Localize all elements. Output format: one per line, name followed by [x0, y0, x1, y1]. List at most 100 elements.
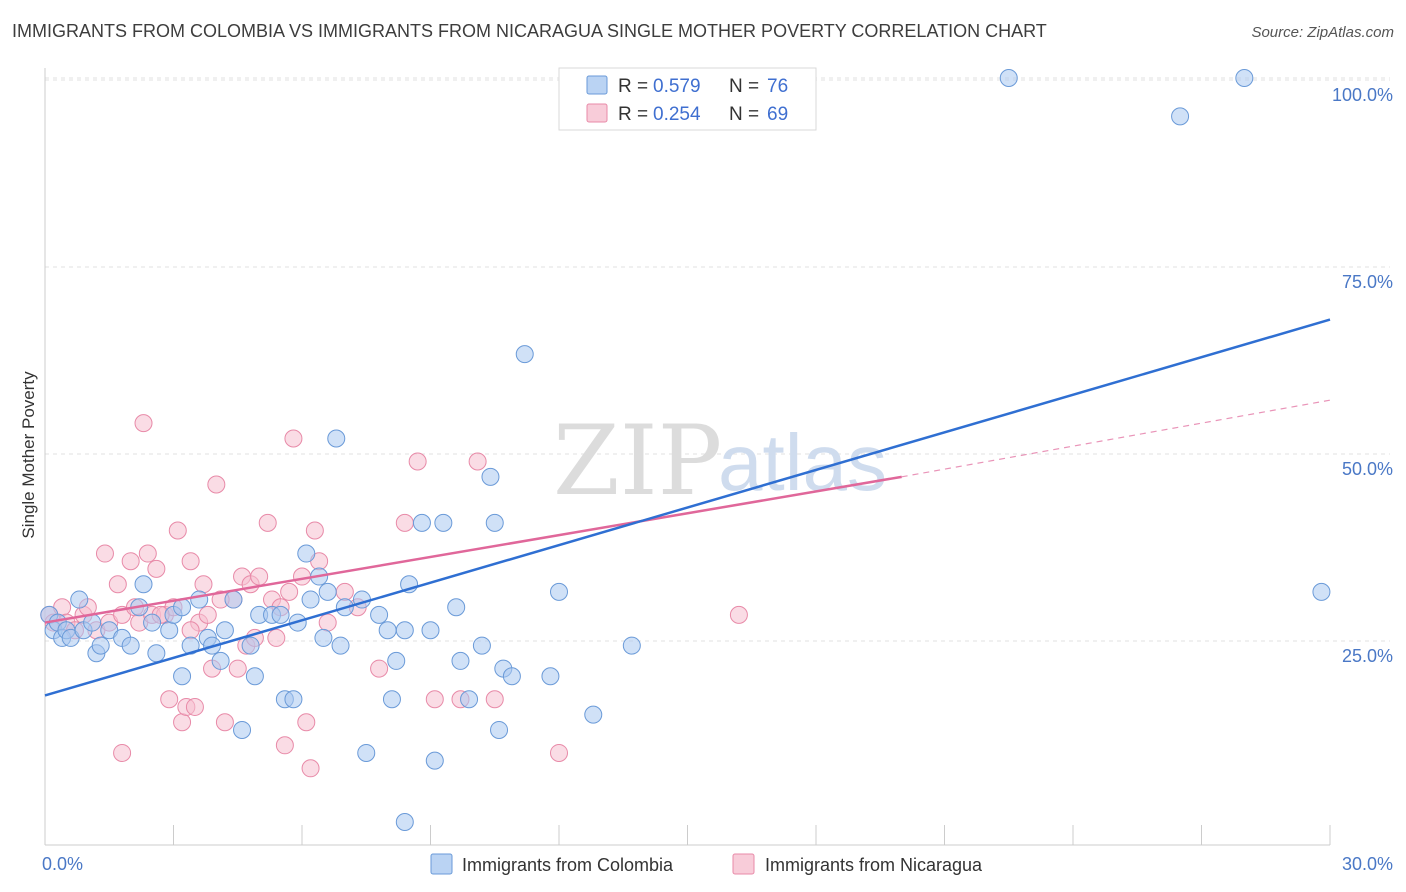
nicaragua-point-10: [108, 575, 127, 594]
nicaragua-point-62: [113, 743, 132, 762]
legend-r-label-colombia: R =: [618, 76, 648, 97]
nicaragua-point-44: [280, 582, 299, 601]
chart-title: IMMIGRANTS FROM COLOMBIA VS IMMIGRANTS F…: [12, 21, 1047, 41]
nicaragua-point-40: [258, 513, 277, 532]
nicaragua-point-50: [318, 613, 337, 632]
colombia-point-36: [284, 690, 303, 709]
colombia-point-43: [327, 429, 346, 448]
colombia-point-15: [134, 575, 153, 594]
nicaragua-point-48: [305, 521, 324, 540]
colombia-point-60: [460, 690, 479, 709]
colombia-point-17: [147, 644, 166, 663]
colombia-point-23: [190, 590, 209, 609]
x-tick-label-0: 0.0%: [42, 854, 83, 874]
colombia-point-72: [999, 69, 1018, 87]
colombia-point-44: [331, 636, 350, 655]
colombia-point-13: [121, 636, 140, 655]
bottom-legend: Immigrants from Colombia Immigrants from…: [430, 853, 983, 875]
tick-labels: 25.0% 50.0% 75.0% 100.0% 0.0% 30.0%: [42, 85, 1393, 874]
colombia-point-66: [502, 667, 521, 686]
nicaragua-point-25: [181, 552, 200, 571]
colombia-point-31: [245, 667, 264, 686]
colombia-point-16: [143, 613, 162, 632]
colombia-point-52: [395, 621, 414, 640]
legend: R = 0.579 N = 76 R = 0.254 N = 69: [558, 67, 817, 131]
legend-n-value-colombia: 76: [767, 76, 788, 97]
colombia-point-38: [297, 544, 316, 563]
nicaragua-point-67: [293, 567, 311, 586]
colombia-point-62: [481, 467, 500, 486]
colombia-point-63: [485, 513, 504, 532]
bottom-legend-label-nicaragua: Immigrants from Nicaragua: [765, 855, 983, 875]
trend-line-nicaragua-extension: [901, 399, 1331, 478]
colombia-points: [40, 69, 1331, 831]
legend-swatch-nicaragua: [586, 103, 608, 123]
colombia-point-69: [550, 582, 568, 601]
bottom-legend-swatch-colombia: [430, 853, 453, 875]
colombia-point-49: [378, 621, 397, 640]
colombia-point-75: [1312, 582, 1331, 601]
nicaragua-point-52: [370, 659, 389, 678]
nicaragua-point-55: [425, 690, 444, 709]
y-tick-label-75: 75.0%: [1342, 272, 1393, 292]
colombia-point-39: [301, 590, 320, 609]
nicaragua-point-22: [168, 521, 187, 540]
colombia-point-28: [224, 590, 243, 609]
y-tick-label-50: 50.0%: [1342, 459, 1393, 479]
y-axis-label: Single Mother Poverty: [19, 371, 38, 539]
colombia-point-26: [211, 651, 230, 670]
chart-source: Source: ZipAtlas.com: [1251, 24, 1394, 41]
colombia-point-58: [447, 598, 466, 617]
colombia-point-42: [318, 582, 337, 601]
colombia-point-61: [472, 636, 491, 655]
nicaragua-point-54: [408, 452, 427, 471]
colombia-point-57: [434, 513, 453, 532]
colombia-point-47: [357, 743, 376, 762]
legend-r-label-nicaragua: R =: [618, 104, 648, 125]
colombia-point-74: [1235, 69, 1254, 87]
colombia-point-50: [382, 690, 401, 709]
nicaragua-point-64: [181, 621, 200, 640]
nicaragua-point-58: [485, 690, 504, 709]
nicaragua-point-32: [215, 713, 234, 732]
legend-n-label-nicaragua: N =: [729, 104, 759, 125]
grid-lines: [45, 77, 1390, 642]
y-tick-label-25: 25.0%: [1342, 646, 1393, 666]
colombia-point-67: [515, 345, 534, 364]
colombia-point-59: [451, 651, 470, 670]
colombia-point-54: [412, 513, 431, 532]
nicaragua-point-8: [95, 544, 114, 563]
colombia-point-27: [215, 621, 234, 640]
watermark: ZIP atlas: [553, 405, 887, 517]
colombia-point-64: [490, 720, 509, 739]
trend-line-nicaragua: [44, 475, 902, 624]
colombia-point-68: [541, 667, 560, 686]
colombia-point-18: [160, 621, 179, 640]
watermark-zip: ZIP: [553, 405, 722, 517]
nicaragua-point-45: [284, 429, 303, 448]
y-tick-label-100: 100.0%: [1332, 85, 1393, 105]
bottom-legend-swatch-nicaragua: [732, 853, 755, 875]
nicaragua-point-34: [228, 659, 247, 678]
nicaragua-point-26: [185, 697, 204, 716]
colombia-point-51: [387, 651, 406, 670]
nicaragua-point-51: [335, 582, 354, 601]
nicaragua-point-12: [121, 552, 140, 571]
nicaragua-point-31: [207, 475, 226, 494]
nicaragua-point-28: [194, 575, 213, 594]
colombia-point-34: [271, 605, 290, 624]
nicaragua-point-39: [250, 567, 269, 586]
legend-r-value-nicaragua: 0.254: [653, 104, 701, 125]
colombia-point-10: [91, 636, 110, 655]
legend-n-label-colombia: N =: [729, 76, 759, 97]
nicaragua-point-59: [550, 743, 568, 762]
colombia-point-71: [622, 636, 641, 655]
bottom-legend-label-colombia: Immigrants from Colombia: [462, 855, 674, 875]
colombia-point-76: [395, 812, 414, 831]
legend-n-value-nicaragua: 69: [767, 104, 788, 125]
nicaragua-point-18: [147, 559, 166, 578]
nicaragua-point-61: [729, 605, 748, 624]
x-tick-label-1: 30.0%: [1342, 854, 1393, 874]
nicaragua-point-20: [160, 690, 179, 709]
